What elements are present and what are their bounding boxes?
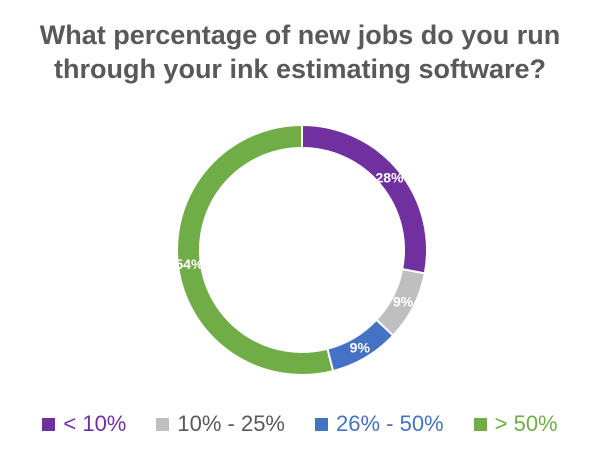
- donut-data-label-3: 9%: [350, 340, 371, 356]
- chart-title-line-1: What percentage of new jobs do you run: [39, 20, 561, 50]
- legend-label-2: 10% - 25%: [177, 411, 285, 436]
- legend-label-1: < 10%: [63, 411, 127, 436]
- legend-item-3: 26% - 50%: [315, 410, 444, 438]
- legend-swatch-2: [156, 417, 170, 431]
- donut-data-label-2: 9%: [393, 294, 414, 310]
- legend-item-1: < 10%: [42, 410, 126, 438]
- chart-title-line-2: through your ink estimating software?: [53, 54, 547, 84]
- legend-item-4: > 50%: [473, 410, 558, 438]
- legend-swatch-3: [315, 417, 328, 431]
- chart-title: What percentage of new jobs do you run t…: [0, 18, 600, 86]
- legend-item-2: 10% - 25%: [156, 410, 285, 438]
- donut-slice-4: [176, 123, 335, 376]
- donut-data-label-1: 28%: [375, 170, 404, 186]
- legend-label-4: > 50%: [494, 411, 558, 436]
- donut-data-label-4: 54%: [175, 256, 204, 272]
- legend-label-3: 26% - 50%: [336, 411, 444, 436]
- legend-swatch-1: [42, 417, 56, 431]
- donut-slice-1: [301, 123, 428, 275]
- chart-legend: < 10% 10% - 25% 26% - 50% > 50%: [0, 410, 600, 438]
- legend-swatch-4: [473, 417, 487, 431]
